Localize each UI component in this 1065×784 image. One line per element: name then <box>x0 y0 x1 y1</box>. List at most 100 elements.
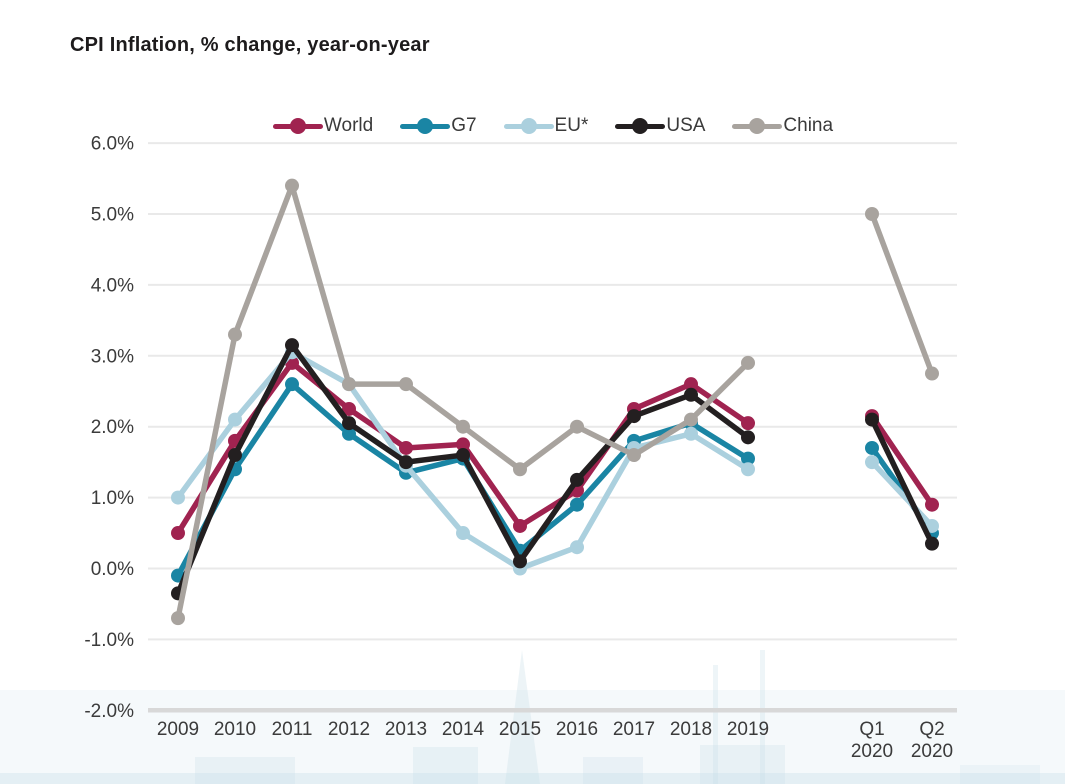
skyline-building <box>583 757 643 784</box>
x-tick-label: 2013 <box>385 719 427 740</box>
legend-item-world: World <box>272 115 374 137</box>
data-point <box>925 536 939 551</box>
legend-dot <box>289 118 306 134</box>
y-tick-label: 1.0% <box>91 488 134 509</box>
data-point <box>342 377 356 392</box>
data-point <box>741 451 755 466</box>
data-point <box>228 448 242 463</box>
data-point <box>865 207 879 221</box>
data-point <box>741 416 755 431</box>
x-tick-label: 2011 <box>272 719 313 740</box>
skyline-mast <box>713 665 718 784</box>
y-tick-label: -2.0% <box>84 701 134 722</box>
legend-dot <box>632 118 649 134</box>
legend-dot <box>749 118 766 134</box>
data-point <box>741 462 755 477</box>
x-tick-label: 2009 <box>157 719 199 740</box>
series-line <box>869 211 935 377</box>
skyline-spire <box>505 650 540 784</box>
data-point <box>741 355 755 370</box>
x-tick-label: 2014 <box>442 719 485 740</box>
background-skyline <box>0 650 1065 784</box>
data-point <box>342 401 356 416</box>
x-tick-label: 2016 <box>556 719 598 740</box>
data-point <box>399 440 413 455</box>
data-point <box>570 472 584 487</box>
x-tick-label: 2017 <box>613 719 655 740</box>
data-point <box>456 419 470 434</box>
legend-item-usa: USA <box>615 115 705 137</box>
data-point <box>513 462 527 477</box>
legend-label: G7 <box>451 115 477 136</box>
legend-label: World <box>323 115 374 136</box>
data-point <box>627 448 641 463</box>
legend-marker-icon <box>503 118 554 134</box>
data-point <box>285 178 299 193</box>
legend-label: China <box>783 115 834 136</box>
y-tick-label: 5.0% <box>91 205 134 226</box>
gridlines <box>148 142 957 713</box>
x-tick-label: Q2 <box>919 719 944 740</box>
data-point <box>865 455 879 470</box>
data-point <box>399 377 413 392</box>
legend-item-g7: G7 <box>400 115 477 137</box>
x-axis-labels: 2009 2010 2011 2012 2013 2014 2015 2016 2017 2018… <box>157 719 953 762</box>
series-usa <box>171 338 939 601</box>
data-point <box>570 540 584 555</box>
legend-item-china: China <box>732 115 833 137</box>
data-point <box>456 437 470 452</box>
y-tick-label: 4.0% <box>91 275 134 296</box>
y-tick-label: 2.0% <box>91 417 134 438</box>
legend: World G7 EU* USA China <box>148 110 958 142</box>
skyline-building <box>700 745 785 784</box>
x-tick-label: 2020 <box>851 741 893 762</box>
data-point <box>399 455 413 470</box>
legend-marker-icon <box>400 118 451 134</box>
y-tick-label: 6.0% <box>91 134 134 155</box>
legend-label: EU* <box>554 115 589 136</box>
x-tick-label: 2019 <box>727 719 769 740</box>
x-tick-label: 2015 <box>499 719 541 740</box>
data-point <box>627 409 641 424</box>
series-eu <box>171 345 939 576</box>
skyline-building <box>413 747 478 784</box>
data-point <box>171 611 185 626</box>
data-point <box>228 412 242 427</box>
data-point <box>865 412 879 427</box>
series-china <box>171 178 939 626</box>
data-point <box>684 377 698 392</box>
data-point <box>925 497 939 512</box>
chart-title: CPI Inflation, % change, year-on-year <box>70 34 430 56</box>
data-point <box>865 440 879 455</box>
x-tick-label: 2020 <box>911 741 953 762</box>
series-plot <box>171 178 939 626</box>
data-point <box>741 430 755 445</box>
series-line <box>175 381 751 579</box>
skyline-waterline <box>0 773 1065 784</box>
skyline-building <box>960 765 1040 784</box>
data-point <box>228 327 242 342</box>
data-point <box>513 518 527 533</box>
data-point <box>570 419 584 434</box>
legend-dot <box>417 118 434 134</box>
data-point <box>513 554 527 569</box>
data-point <box>342 426 356 441</box>
legend-label: USA <box>666 115 706 136</box>
series-line <box>869 459 935 529</box>
skyline-mast <box>760 650 765 784</box>
x-tick-label: 2010 <box>214 719 256 740</box>
y-tick-label: -1.0% <box>84 630 134 651</box>
x-tick-label: Q1 <box>859 719 884 740</box>
y-axis-labels: 6.0% 5.0% 4.0% 3.0% 2.0% 1.0% 0.0% -1.0% -2.0% <box>84 134 134 722</box>
legend-dot <box>520 118 537 134</box>
data-point <box>285 377 299 392</box>
legend-item-eu: EU* <box>503 115 589 137</box>
legend-marker-icon <box>615 118 666 134</box>
x-tick-label: 2018 <box>670 719 712 740</box>
data-point <box>925 518 939 533</box>
legend-marker-icon <box>732 118 783 134</box>
series-line <box>869 413 935 508</box>
data-point <box>285 338 299 353</box>
